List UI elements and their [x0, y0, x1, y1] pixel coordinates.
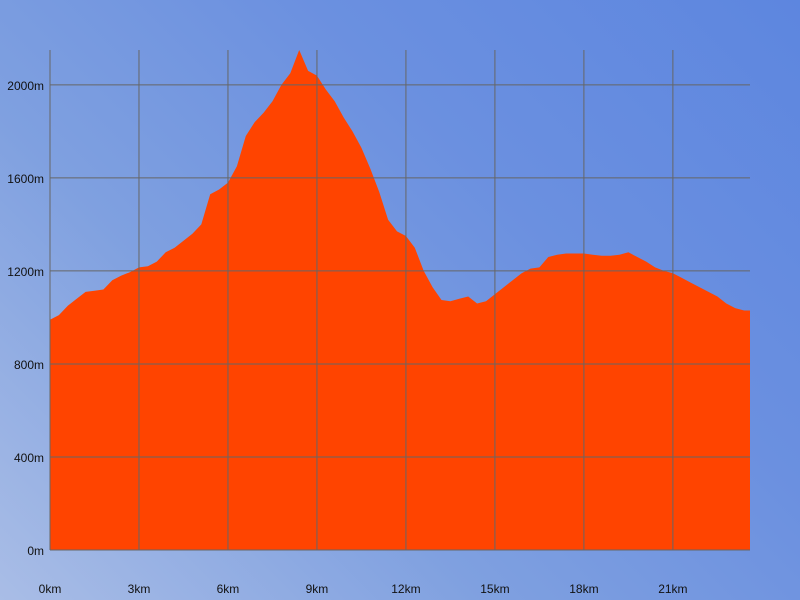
elevation-area — [50, 50, 750, 550]
x-tick-label: 21km — [658, 582, 687, 596]
plot-area — [50, 50, 750, 550]
y-tick-label: 400m — [14, 451, 44, 465]
x-tick-label: 12km — [391, 582, 420, 596]
x-tick-label: 0km — [39, 582, 62, 596]
x-axis-ticks: 0km 3km 6km 9km 12km 15km 18km 21km — [39, 582, 688, 596]
x-tick-label: 9km — [306, 582, 329, 596]
x-tick-label: 3km — [128, 582, 151, 596]
axes — [49, 50, 750, 551]
x-tick-label: 6km — [217, 582, 240, 596]
y-axis-ticks: 0m 400m 800m 1200m 1600m 2000m — [7, 79, 44, 558]
grid — [50, 50, 750, 550]
y-tick-label: 800m — [14, 358, 44, 372]
y-tick-label: 1600m — [7, 172, 44, 186]
y-tick-label: 0m — [27, 544, 44, 558]
y-tick-label: 2000m — [7, 79, 44, 93]
y-tick-label: 1200m — [7, 265, 44, 279]
x-tick-label: 15km — [480, 582, 509, 596]
x-tick-label: 18km — [569, 582, 598, 596]
